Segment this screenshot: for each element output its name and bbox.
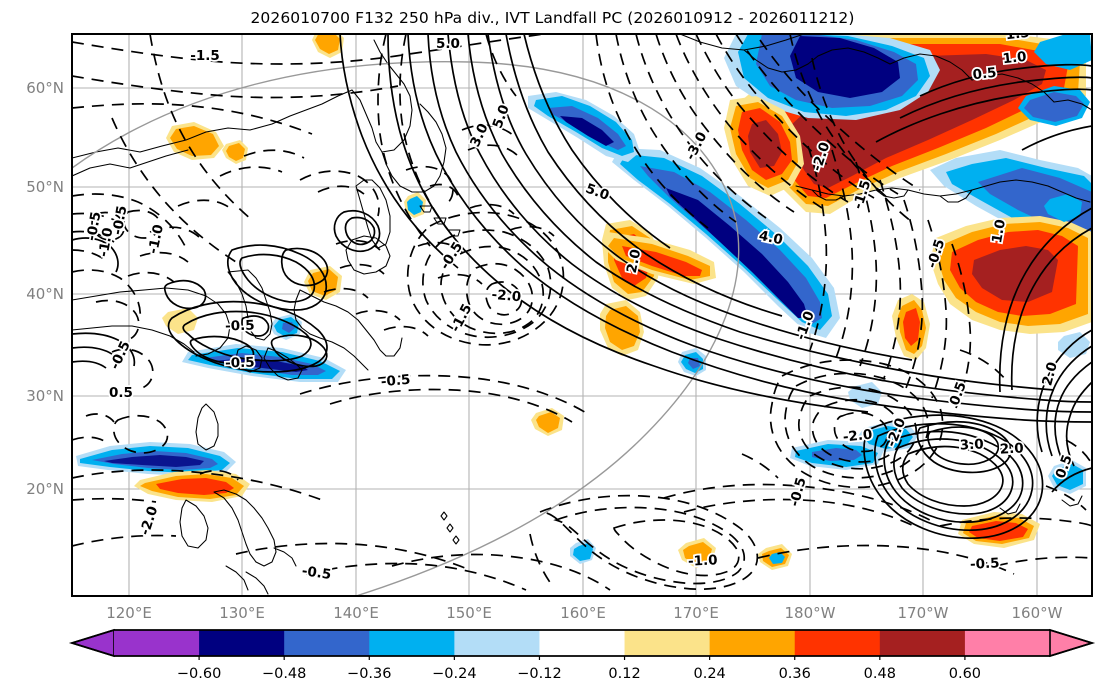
y-axis-tick-labels: 20°N 30°N 40°N 50°N 60°N (26, 79, 64, 498)
contour-label: 3.0 (959, 436, 984, 453)
contour-label: -1.0 (688, 552, 718, 570)
contour-label: -2.0 (491, 287, 522, 306)
colorbar-tick-label: 0.36 (779, 666, 811, 682)
colorbar[interactable]: −0.60 −0.48 −0.36 −0.24 −0.12 0.12 0.24 0.36 0.4… (68, 628, 1096, 682)
contour-label: 1.0 (1002, 49, 1027, 67)
y-tick-label: 30°N (26, 387, 64, 405)
x-tick-label: 160°E (560, 604, 606, 622)
colorbar-segment[interactable] (454, 630, 540, 656)
colorbar-outline (68, 629, 1096, 657)
colorbar-over-arrow (1049, 628, 1095, 658)
contour-label: -0.5 (380, 372, 411, 391)
x-tick-label: 170°E (673, 604, 719, 622)
colorbar-swatches (68, 628, 1096, 658)
colorbar-tick-label: 0.60 (949, 666, 981, 682)
colorbar-tick-labels: −0.60 −0.48 −0.36 −0.24 −0.12 0.12 0.24 0.36 0.4… (177, 656, 981, 682)
colorbar-tick-label: −0.12 (517, 666, 561, 682)
contour-label: 5.0 (436, 36, 460, 52)
contour-label: -0.5 (225, 317, 255, 334)
contour-label: -2.0 (842, 427, 873, 446)
colorbar-tick-label: −0.60 (177, 666, 221, 682)
x-tick-label: 140°E (333, 604, 379, 622)
contour-label: -0.5 (301, 563, 332, 583)
colorbar-under-arrow (69, 628, 115, 658)
colorbar-segment[interactable] (879, 630, 966, 656)
x-tick-label: 120°E (106, 604, 152, 622)
y-tick-label: 50°N (26, 178, 64, 196)
colorbar-tick-label: −0.24 (432, 666, 476, 682)
divergence-contours-negative (72, 34, 1092, 591)
colorbar-segment[interactable] (624, 630, 711, 656)
y-tick-label: 40°N (26, 285, 64, 303)
colorbar-tick-label: 0.48 (864, 666, 896, 682)
colorbar-segment[interactable] (369, 630, 455, 656)
x-tick-label: 180°W (785, 604, 836, 622)
contour-label: 0.5 (972, 65, 997, 83)
colorbar-segment[interactable] (284, 630, 370, 656)
colorbar-segment[interactable] (709, 630, 796, 656)
x-tick-label: 130°E (219, 604, 265, 622)
colorbar-tick-label: 0.24 (693, 666, 725, 682)
contour-labels: -1.5-2.0-1.0-0.50.5-0.5-0.5-0.5-0.5-0.55… (82, 25, 1078, 585)
map-frame (71, 33, 1093, 597)
contour-label: 1.5 (1005, 25, 1030, 43)
colorbar-tick-label: −0.36 (347, 666, 391, 682)
colorbar-segment[interactable] (199, 630, 285, 656)
coastlines (72, 34, 1092, 595)
figure-title: 2026010700 F132 250 hPa div., IVT Landfa… (250, 9, 855, 27)
x-tick-label: 160°W (1012, 604, 1063, 622)
x-axis-tick-labels: 120°E 130°E 140°E 150°E 160°E 170°E 180°… (106, 604, 1062, 622)
great-circle-arc (72, 60, 740, 596)
colorbar-tick-label: −0.48 (262, 666, 306, 682)
colorbar-segment[interactable] (114, 630, 200, 656)
contour-label: 1.0 (989, 218, 1009, 244)
colorbar-segment[interactable] (539, 630, 626, 656)
y-tick-label: 60°N (26, 79, 64, 97)
contour-label: 2.0 (999, 440, 1024, 457)
contour-label: -0.5 (225, 354, 255, 371)
contour-label: -1.5 (190, 48, 220, 64)
map-panel: -1.5-2.0-1.0-0.50.5-0.5-0.5-0.5-0.5-0.55… (71, 25, 1093, 597)
contour-label: -0.5 (970, 555, 1000, 573)
contour-label: 0.5 (109, 385, 133, 401)
colorbar-segment[interactable] (964, 630, 1051, 656)
x-tick-label: 150°E (446, 604, 492, 622)
y-tick-label: 20°N (26, 480, 64, 498)
divergence-contours-positive (72, 34, 1092, 539)
x-tick-label: 170°W (898, 604, 949, 622)
colorbar-segment[interactable] (794, 630, 881, 656)
colorbar-tick-label: 0.12 (608, 666, 640, 682)
